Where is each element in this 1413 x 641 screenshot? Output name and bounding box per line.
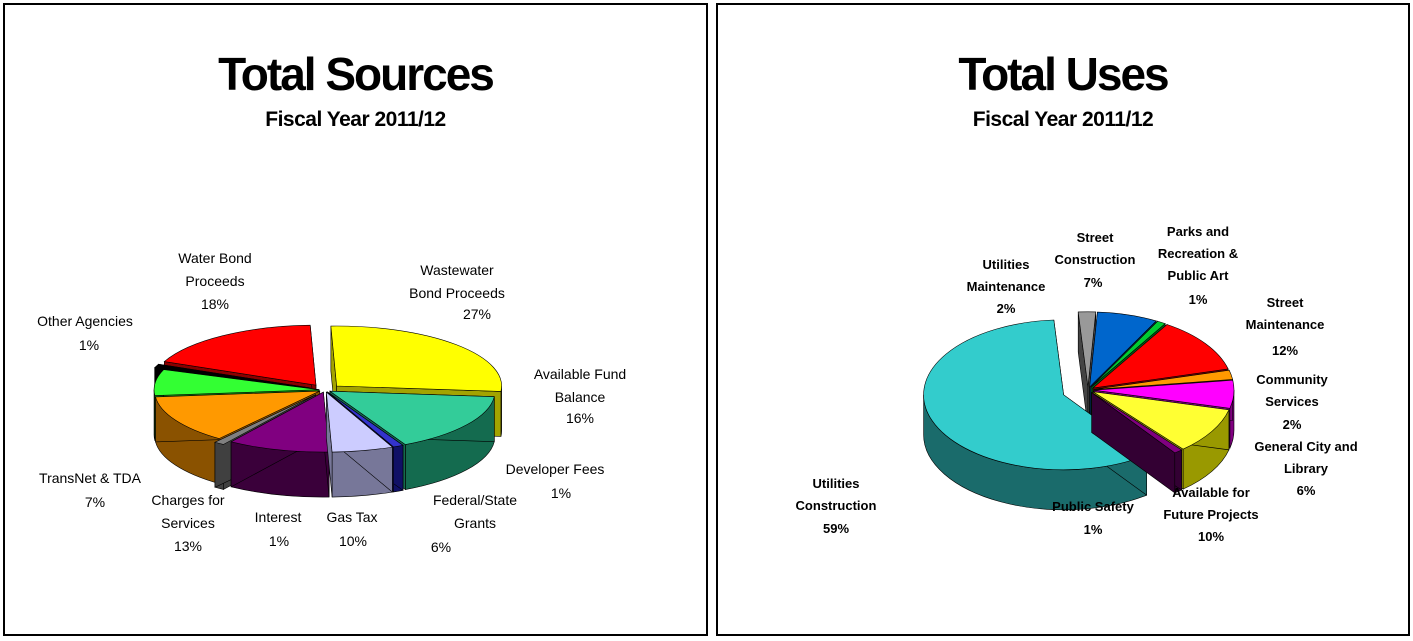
slice-label-water-bond-proceeds: Water Bond Proceeds xyxy=(178,250,251,289)
slice-label-developer-fees: Developer Fees xyxy=(506,461,605,477)
sources-chart-subtitle: Fiscal Year 2011/12 xyxy=(265,108,446,131)
slice-label-parks-and-recreation-public-art: Parks and Recreation & Public Art xyxy=(1158,224,1238,283)
slice-percent-street-maintenance: 12% xyxy=(1272,343,1298,358)
slice-percent-interest: 1% xyxy=(269,533,289,549)
slice-utilities-construction xyxy=(923,319,1148,511)
slice-percent-public-safety: 1% xyxy=(1084,522,1103,537)
slice-label-federal-state-grants: Federal/State Grants xyxy=(433,492,517,531)
slice-label-public-safety: Public Safety xyxy=(1052,499,1134,514)
slice-label-wastewater-bond-proceeds: Wastewater Bond Proceeds xyxy=(409,262,505,301)
slice-percent-charges-for-services: 13% xyxy=(174,538,202,554)
sources-chart-title: Total Sources xyxy=(218,48,495,100)
slice-percent-available-for-future-projects: 10% xyxy=(1198,529,1224,544)
slice-percent-developer-fees: 1% xyxy=(551,485,571,501)
slice-label-utilities-maintenance: Utilities Maintenance xyxy=(967,257,1046,294)
slice-label-community-services: Community Services xyxy=(1256,372,1328,409)
slice-label-street-construction: Street Construction xyxy=(1055,230,1136,267)
slice-percent-utilities-maintenance: 2% xyxy=(997,301,1016,316)
slice-percent-transnet-tda: 7% xyxy=(85,494,105,510)
slice-gas-tax xyxy=(230,391,330,498)
slice-label-transnet-tda: TransNet & TDA xyxy=(39,470,142,486)
slice-label-gas-tax: Gas Tax xyxy=(326,509,377,525)
slice-percent-available-fund-balance: 16% xyxy=(566,410,594,426)
slice-label-other-agencies: Other Agencies xyxy=(37,313,133,329)
slice-label-street-maintenance: Street Maintenance xyxy=(1246,295,1325,332)
slice-percent-parks-and-recreation-public-art: 1% xyxy=(1189,292,1208,307)
slice-label-utilities-construction: Utilities Construction xyxy=(796,476,877,513)
sources-pie-chart: Wastewater Bond Proceeds 27% Available Fund… xyxy=(37,250,626,555)
slice-label-general-city-and-library: General City and Library xyxy=(1254,439,1357,476)
slice-percent-general-city-and-library: 6% xyxy=(1297,483,1316,498)
uses-chart-title: Total Uses xyxy=(958,48,1169,100)
slice-label-available-for-future-projects: Available for Future Projects xyxy=(1163,485,1258,522)
slice-percent-gas-tax: 10% xyxy=(339,533,367,549)
slice-percent-community-services: 2% xyxy=(1283,417,1302,432)
slice-percent-water-bond-proceeds: 18% xyxy=(201,296,229,312)
slice-federal-state-grants xyxy=(325,391,394,498)
slice-public-safety xyxy=(1091,391,1183,494)
slice-label-available-fund-balance: Available Fund Balance xyxy=(534,366,626,405)
slice-percent-federal-state-grants: 6% xyxy=(431,539,451,555)
uses-chart-subtitle: Fiscal Year 2011/12 xyxy=(972,108,1154,131)
sources-chart-panel: Total Sources Fiscal Year 2011/12 Wastew… xyxy=(3,3,708,636)
slice-percent-street-construction: 7% xyxy=(1084,275,1103,290)
slice-percent-other-agencies: 1% xyxy=(79,337,99,353)
uses-pie-chart: Utilities Maintenance 2% Street Construction… xyxy=(796,224,1358,544)
slice-percent-wastewater-bond-proceeds: 27% xyxy=(463,306,491,322)
slice-label-charges-for-services: Charges for Services xyxy=(151,492,224,531)
slice-label-interest: Interest xyxy=(255,509,302,525)
slice-percent-utilities-construction: 59% xyxy=(823,521,849,536)
uses-chart-panel: Total Uses Fiscal Year 2011/12 Utilities… xyxy=(716,3,1410,636)
